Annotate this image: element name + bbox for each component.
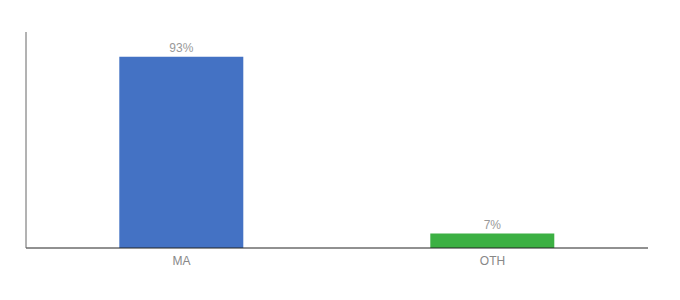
svg-text:MA: MA — [173, 254, 191, 268]
svg-text:93%: 93% — [169, 41, 193, 55]
svg-text:7%: 7% — [484, 218, 502, 232]
svg-text:OTH: OTH — [480, 254, 505, 268]
